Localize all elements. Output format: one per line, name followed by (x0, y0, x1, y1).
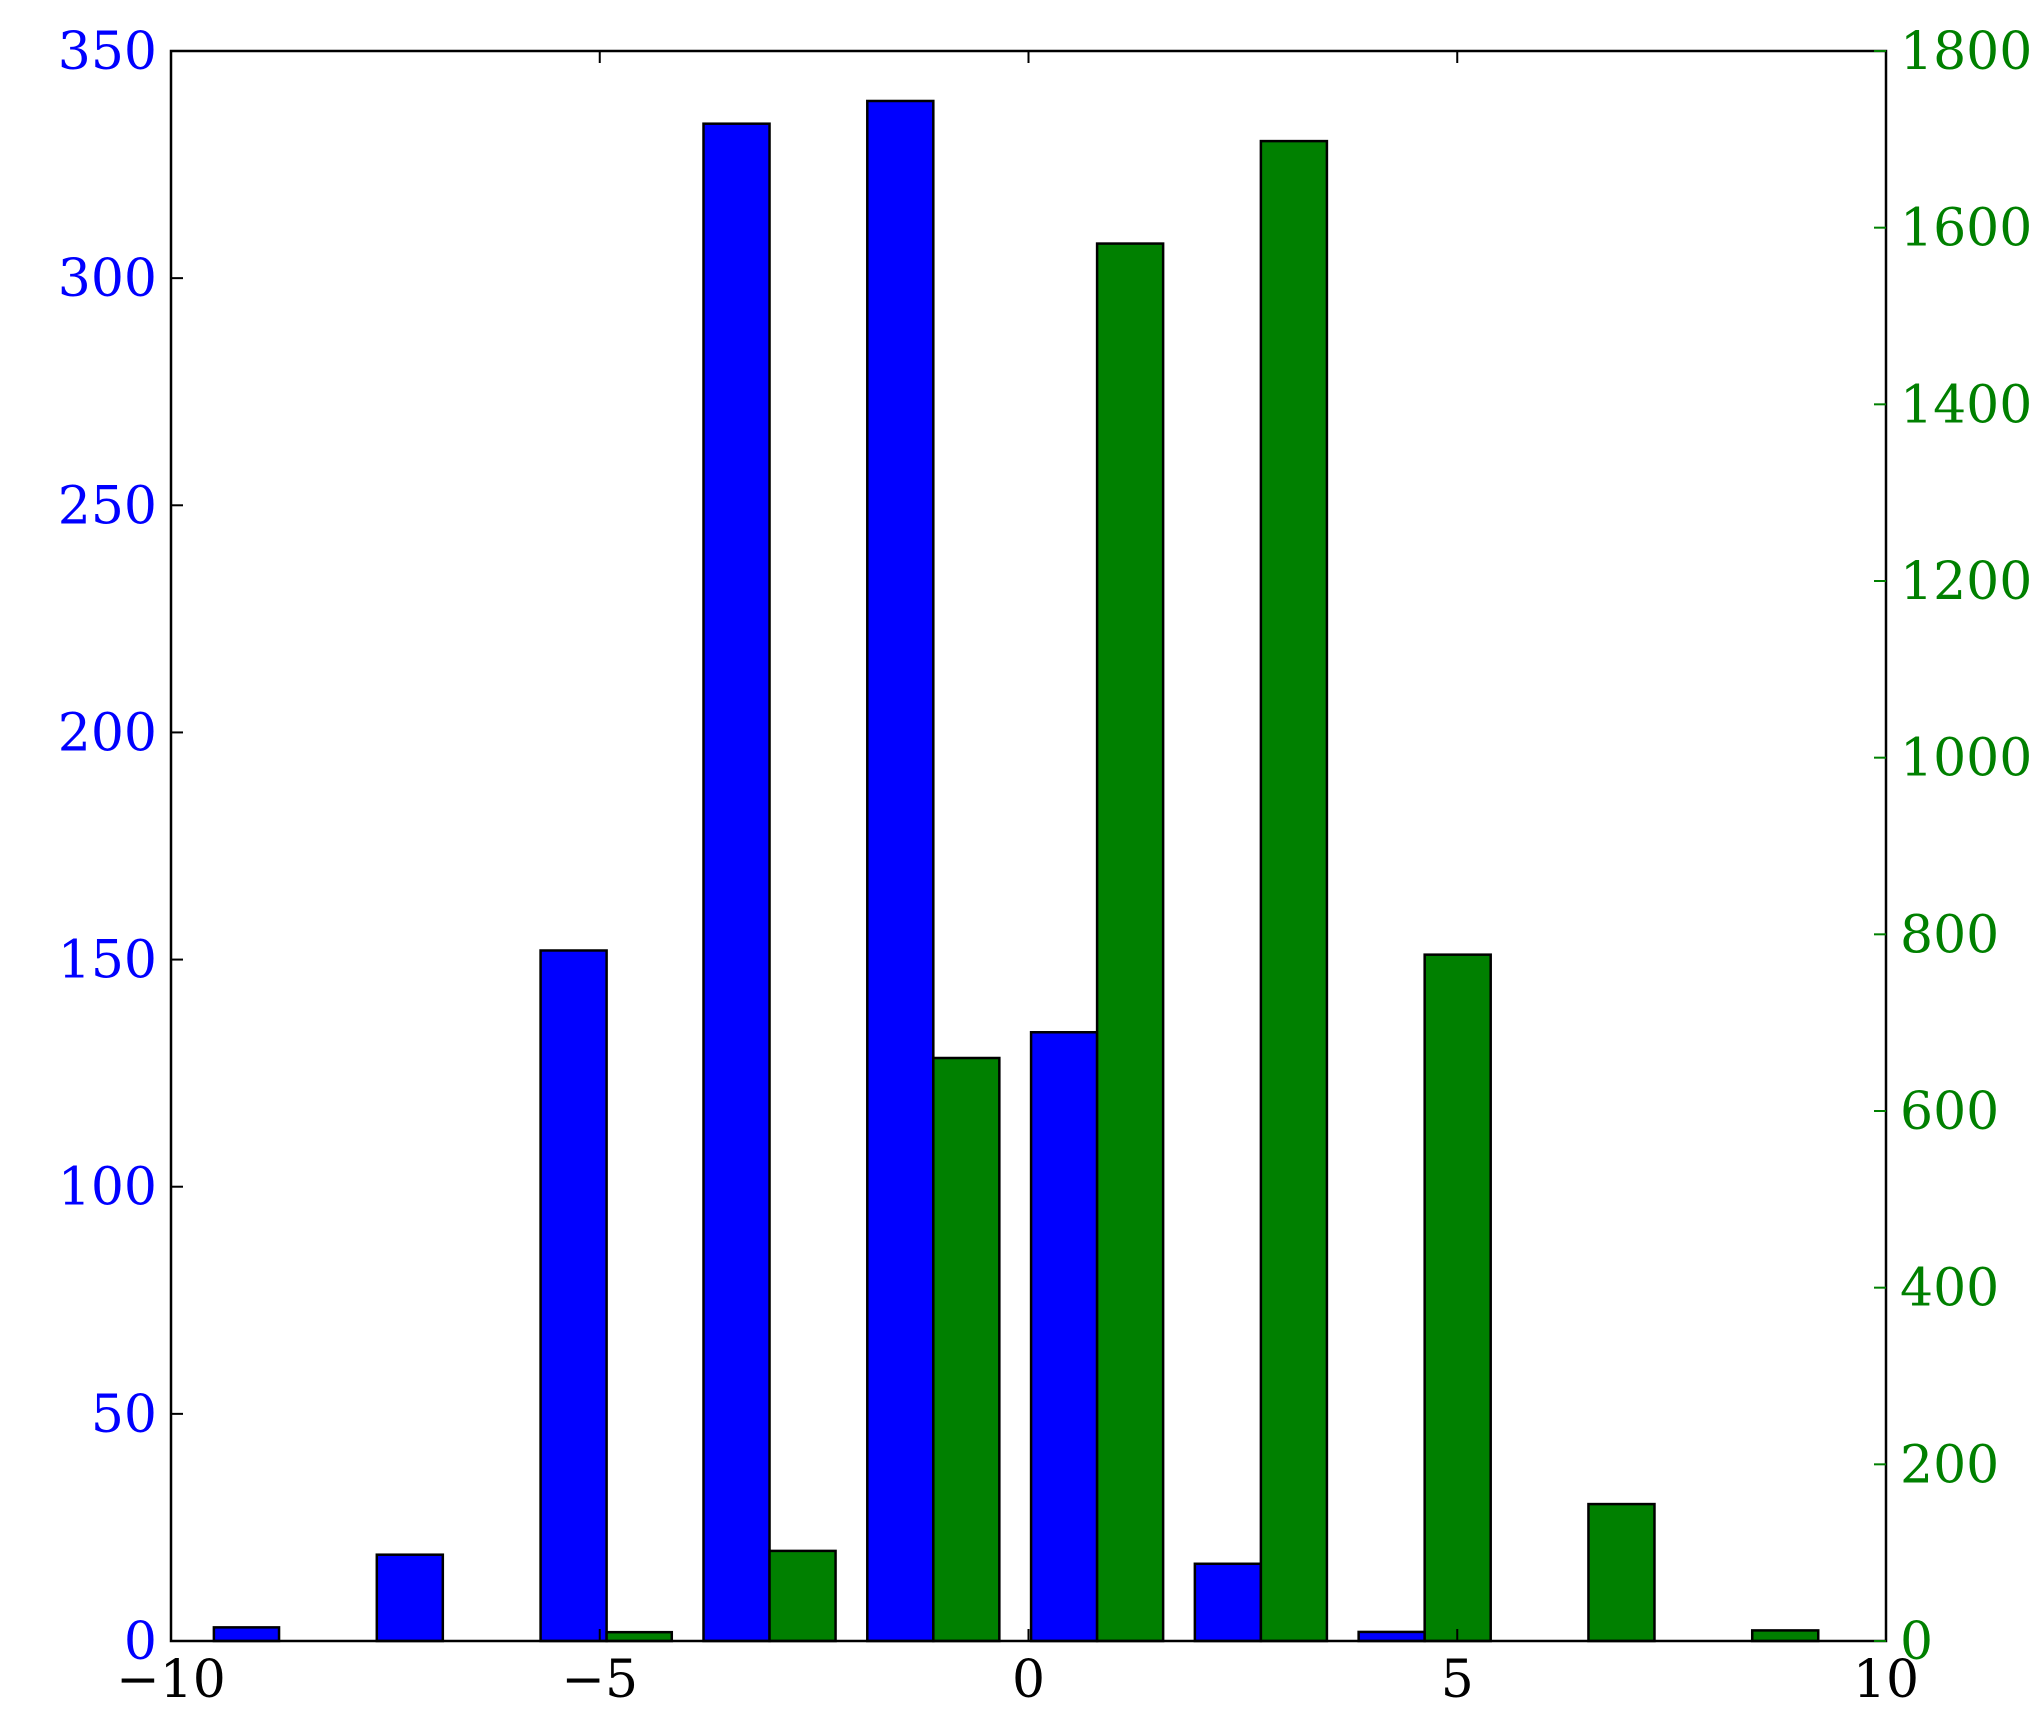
y-left-tick-label: 150 (58, 931, 157, 991)
plot-frame (169, 49, 1888, 1643)
y-right-tick-label: 1200 (1900, 552, 2032, 612)
x-tick-label: −5 (561, 1650, 638, 1710)
y-left-tick-label: 50 (91, 1385, 157, 1445)
y-right-tick-label: 800 (1900, 905, 1999, 965)
blue-bar-2 (539, 949, 608, 1643)
y-right-tick-label: 1600 (1900, 199, 2032, 259)
green-bar-3 (1095, 242, 1165, 1643)
green-bar-0 (605, 1630, 674, 1643)
y-axis-left: 0 50 100 150 200 250 300 350 (58, 22, 183, 1672)
green-bar-6 (1587, 1502, 1656, 1643)
y-left-tick-label: 100 (58, 1158, 157, 1218)
y-right-tick-label: 400 (1900, 1259, 1999, 1319)
blue-bar-5 (1029, 1031, 1099, 1643)
y-right-tick-label: 1400 (1900, 375, 2032, 435)
blue-bar-0 (212, 1626, 281, 1643)
x-axis: −10 −5 0 5 10 (116, 51, 1919, 1710)
x-tick-label: 5 (1441, 1650, 1474, 1710)
green-bar-5 (1423, 953, 1492, 1643)
y-right-tick-label: 1800 (1900, 22, 2032, 82)
x-tick-label: 0 (1012, 1650, 1045, 1710)
green-bar-2 (932, 1056, 1001, 1643)
y-left-tick-label: 350 (58, 22, 157, 82)
blue-bar-6 (1193, 1562, 1263, 1643)
y-left-tick-label: 200 (58, 703, 157, 763)
right-axis-bar-series (605, 139, 1820, 1643)
blue-bar-7 (1357, 1630, 1426, 1643)
y-right-tick-label: 600 (1900, 1082, 1999, 1142)
y-right-tick-label: 1000 (1900, 729, 2032, 789)
y-right-tick-label: 200 (1900, 1435, 1999, 1495)
x-tick-label: 10 (1853, 1650, 1919, 1710)
y-right-tick-label: 0 (1900, 1612, 1933, 1672)
green-bar-7 (1750, 1629, 1820, 1643)
y-left-tick-label: 300 (58, 249, 157, 309)
green-bar-4 (1259, 139, 1329, 1643)
y-axis-right: 0 200 400 600 800 1000 1200 1400 1600 1800 (1874, 22, 2032, 1672)
y-left-tick-label: 250 (58, 476, 157, 536)
blue-bar-1 (375, 1553, 445, 1643)
left-axis-bar-series (212, 99, 1426, 1643)
green-bar-1 (768, 1549, 837, 1643)
blue-bar-4 (866, 99, 935, 1643)
y-left-tick-label: 0 (124, 1612, 157, 1672)
x-tick-label: −10 (116, 1650, 226, 1710)
blue-bar-3 (702, 122, 771, 1643)
